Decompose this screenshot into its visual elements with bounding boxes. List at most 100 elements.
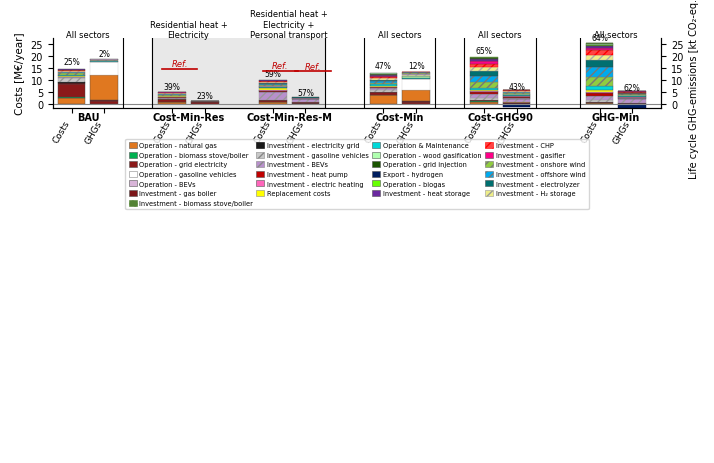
Text: 65%: 65% xyxy=(476,46,493,56)
Bar xyxy=(503,98,531,99)
Text: BAU: BAU xyxy=(76,113,99,123)
Bar xyxy=(402,78,430,80)
Bar xyxy=(503,95,531,96)
Text: All sectors: All sectors xyxy=(66,31,110,40)
Bar xyxy=(259,90,286,92)
Text: Residential heat +
Electricity +
Personal transport: Residential heat + Electricity + Persona… xyxy=(250,10,328,40)
Text: 57%: 57% xyxy=(297,89,314,98)
Bar xyxy=(503,105,531,108)
Bar xyxy=(503,94,531,95)
Bar xyxy=(585,91,613,92)
Bar xyxy=(259,86,286,87)
Bar xyxy=(91,62,118,63)
Bar xyxy=(470,92,498,93)
Bar xyxy=(159,94,186,95)
Text: Ref.: Ref. xyxy=(272,62,288,71)
Bar xyxy=(370,93,397,96)
Bar xyxy=(58,77,86,78)
Bar xyxy=(402,75,430,76)
Text: Ref.: Ref. xyxy=(305,63,321,71)
Bar xyxy=(91,101,118,102)
Text: 39%: 39% xyxy=(164,83,181,92)
Bar xyxy=(159,102,186,105)
Bar xyxy=(159,95,186,96)
Bar xyxy=(91,102,118,105)
Bar xyxy=(470,68,498,72)
Bar xyxy=(585,92,613,94)
Bar xyxy=(259,93,286,101)
Text: Cost-Min-Res: Cost-Min-Res xyxy=(152,113,225,123)
Text: GHG-Min: GHG-Min xyxy=(592,113,640,123)
Bar xyxy=(618,97,646,98)
Bar xyxy=(503,93,531,94)
Bar xyxy=(291,104,319,105)
Bar xyxy=(259,84,286,85)
Text: 25%: 25% xyxy=(64,57,80,66)
Text: 43%: 43% xyxy=(508,83,525,92)
Bar xyxy=(585,77,613,87)
Bar xyxy=(585,45,613,46)
Bar xyxy=(159,97,186,98)
Bar xyxy=(585,94,613,96)
Bar xyxy=(618,99,646,100)
Bar xyxy=(58,99,86,105)
Bar xyxy=(585,61,613,68)
Bar xyxy=(291,103,319,104)
Bar xyxy=(259,83,286,84)
Text: All sectors: All sectors xyxy=(478,31,522,40)
Bar xyxy=(503,92,531,93)
Bar xyxy=(58,73,86,74)
Bar xyxy=(58,75,86,77)
Bar xyxy=(585,96,613,101)
Bar xyxy=(585,87,613,91)
Bar xyxy=(618,105,646,109)
Text: 64%: 64% xyxy=(591,34,608,43)
Text: Cost-Min-Res-M: Cost-Min-Res-M xyxy=(246,113,332,123)
Bar xyxy=(259,88,286,89)
Text: 47%: 47% xyxy=(375,62,392,70)
Y-axis label: Costs [M€/year]: Costs [M€/year] xyxy=(15,33,25,115)
Bar xyxy=(402,91,430,102)
Bar xyxy=(58,83,86,84)
Bar xyxy=(470,93,498,95)
Bar xyxy=(58,72,86,73)
Bar xyxy=(370,81,397,83)
Bar xyxy=(291,100,319,103)
Bar xyxy=(470,76,498,82)
Bar xyxy=(58,70,86,71)
Bar xyxy=(470,62,498,64)
Bar xyxy=(370,78,397,79)
Bar xyxy=(470,59,498,60)
Bar xyxy=(370,83,397,85)
Bar xyxy=(58,84,86,98)
Bar xyxy=(370,77,397,78)
Bar xyxy=(370,76,397,77)
Text: 2%: 2% xyxy=(99,50,110,59)
Bar xyxy=(585,47,613,49)
Bar xyxy=(259,81,286,83)
Text: 12%: 12% xyxy=(408,62,424,71)
Bar xyxy=(585,103,613,104)
Bar xyxy=(470,88,498,91)
Bar xyxy=(370,89,397,91)
Bar xyxy=(503,91,531,92)
Bar xyxy=(402,80,430,91)
Bar xyxy=(585,46,613,47)
Bar xyxy=(585,68,613,77)
Bar xyxy=(402,77,430,78)
Bar xyxy=(191,102,218,103)
Bar xyxy=(259,101,286,102)
Bar xyxy=(470,64,498,68)
Bar xyxy=(91,76,118,101)
Bar xyxy=(503,99,531,100)
Bar xyxy=(470,95,498,99)
Bar xyxy=(585,104,613,105)
Bar xyxy=(585,101,613,102)
Bar xyxy=(58,71,86,72)
Text: All sectors: All sectors xyxy=(378,31,421,40)
Bar xyxy=(618,100,646,104)
Bar xyxy=(470,60,498,62)
Bar xyxy=(503,97,531,98)
Bar xyxy=(58,74,86,75)
Bar xyxy=(370,79,397,81)
